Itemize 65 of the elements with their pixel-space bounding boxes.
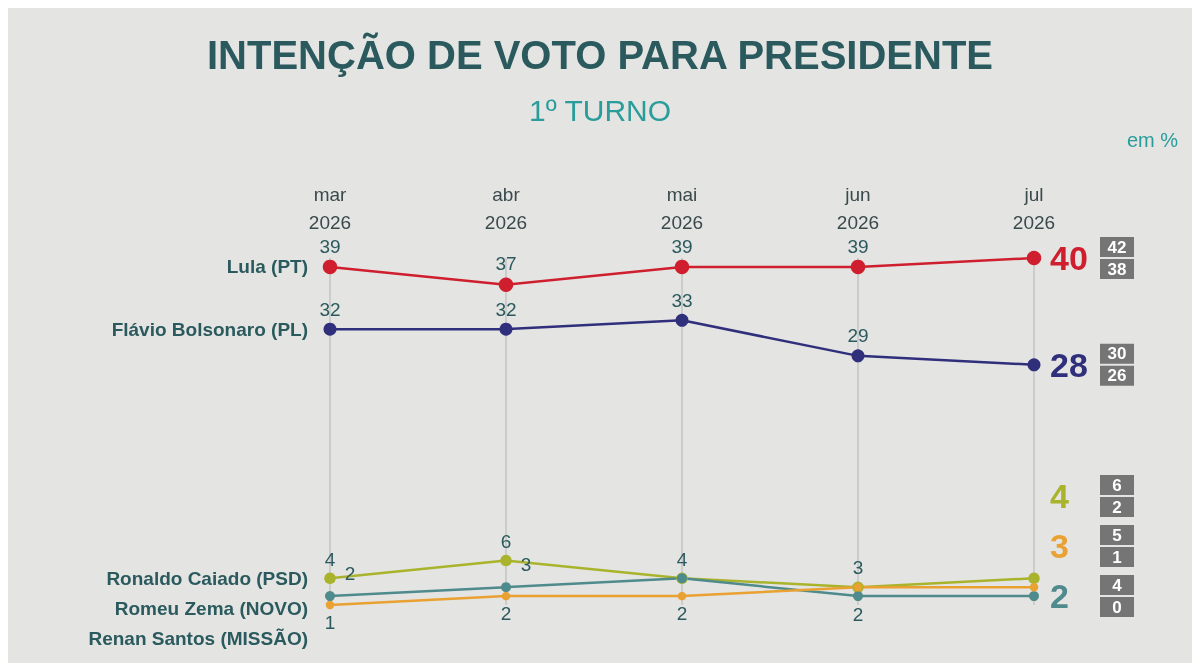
point	[850, 259, 866, 275]
annotation: 0	[1112, 597, 1122, 617]
annotation: 2	[1112, 497, 1122, 517]
point	[325, 600, 335, 610]
point	[498, 277, 514, 292]
point	[324, 572, 336, 585]
data-label: 29	[847, 325, 869, 347]
point	[853, 591, 863, 602]
series-label: Lula (PT)	[226, 256, 308, 278]
point	[1029, 591, 1039, 602]
point	[1029, 582, 1039, 592]
point	[323, 322, 337, 336]
annotation: 26	[1107, 366, 1127, 386]
point	[674, 259, 690, 275]
annotation: 6	[1112, 475, 1122, 495]
point	[851, 349, 865, 363]
text: 42	[1107, 237, 1127, 257]
series-label: Ronaldo Caiado (PSD)	[106, 567, 308, 589]
data-label: 39	[847, 235, 869, 257]
point	[677, 591, 687, 601]
point	[500, 554, 512, 567]
annotation: 4	[1112, 575, 1123, 595]
point	[1028, 572, 1040, 585]
data-label: 1	[324, 612, 336, 634]
data-label: 2	[1050, 577, 1069, 616]
x-tick-label: jul 2026	[1012, 183, 1056, 233]
data-label: 2	[852, 604, 864, 626]
data-label: 4	[324, 548, 336, 570]
data-label: 33	[671, 289, 693, 311]
series-label: Romeu Zema (NOVO)	[114, 597, 308, 619]
data-label: 32	[495, 298, 517, 320]
point	[501, 582, 511, 593]
x-tick-label: jun 2026	[836, 183, 880, 233]
point	[325, 591, 335, 602]
chart-subtitle: 1º TURNO	[528, 93, 672, 127]
data-label: 39	[671, 235, 693, 257]
data-label: 28	[1050, 345, 1088, 384]
point	[499, 322, 513, 336]
x-tick-label: abr 2026	[484, 183, 528, 233]
data-label: 39	[319, 235, 341, 257]
data-label: 3	[852, 557, 864, 579]
point	[322, 259, 338, 275]
annotation: 1	[1112, 547, 1122, 567]
data-label: 4	[1050, 477, 1069, 516]
annotation: 30	[1107, 344, 1127, 364]
text: em %	[1126, 129, 1179, 151]
x-tick-label: mai 2026	[660, 183, 704, 233]
x-tick-label: mar 2026	[308, 183, 352, 233]
data-label: 2	[676, 603, 688, 625]
point	[1026, 250, 1042, 266]
data-label: 6	[500, 530, 512, 552]
point	[501, 591, 511, 601]
data-label: 40	[1050, 239, 1088, 277]
series-label: Renan Santos (MISSÃO)	[88, 627, 308, 649]
chart-title: INTENÇÃO DE VOTO PARA PRESIDENTE	[206, 32, 994, 77]
series-label: Flávio Bolsonaro (PL)	[111, 318, 308, 340]
data-label: 4	[676, 549, 688, 571]
annotation: 38	[1107, 259, 1127, 279]
data-label: 37	[495, 253, 517, 275]
data-label: 2	[500, 603, 512, 625]
point	[675, 313, 689, 327]
data-label: 32	[319, 298, 341, 320]
annotation: 5	[1112, 525, 1122, 545]
point	[1027, 358, 1041, 372]
data-label: 3	[1050, 527, 1069, 566]
